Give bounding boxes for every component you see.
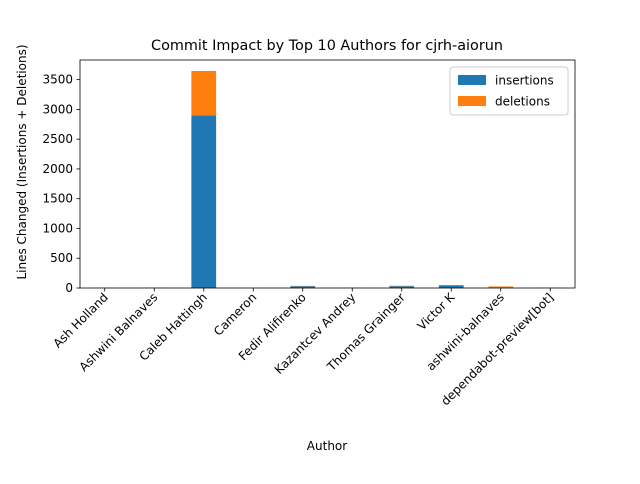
- y-tick-label-0: 0: [65, 281, 73, 295]
- y-tick-label-3: 1500: [42, 192, 73, 206]
- bar-deletions-2: [191, 71, 216, 115]
- bar-insertions-7: [439, 285, 464, 288]
- y-tick-label-2: 1000: [42, 221, 73, 235]
- bar-insertions-2: [191, 115, 216, 288]
- y-tick-label-4: 2000: [42, 162, 73, 176]
- x-axis-label: Author: [307, 439, 347, 453]
- y-tick-label-6: 3000: [42, 102, 73, 116]
- y-axis-label: Lines Changed (Insertions + Deletions): [15, 44, 29, 279]
- y-tick-label-7: 3500: [42, 73, 73, 87]
- legend-swatch-insertions: [458, 75, 486, 85]
- legend-label-deletions: deletions: [495, 95, 550, 109]
- y-tick-label-5: 2500: [42, 132, 73, 146]
- legend: insertions deletions: [450, 67, 568, 115]
- legend-swatch-deletions: [458, 96, 486, 106]
- legend-label-insertions: insertions: [495, 74, 554, 88]
- chart-title: Commit Impact by Top 10 Authors for cjrh…: [151, 38, 503, 54]
- y-tick-label-1: 500: [50, 251, 73, 265]
- bar-deletions-8: [488, 286, 513, 287]
